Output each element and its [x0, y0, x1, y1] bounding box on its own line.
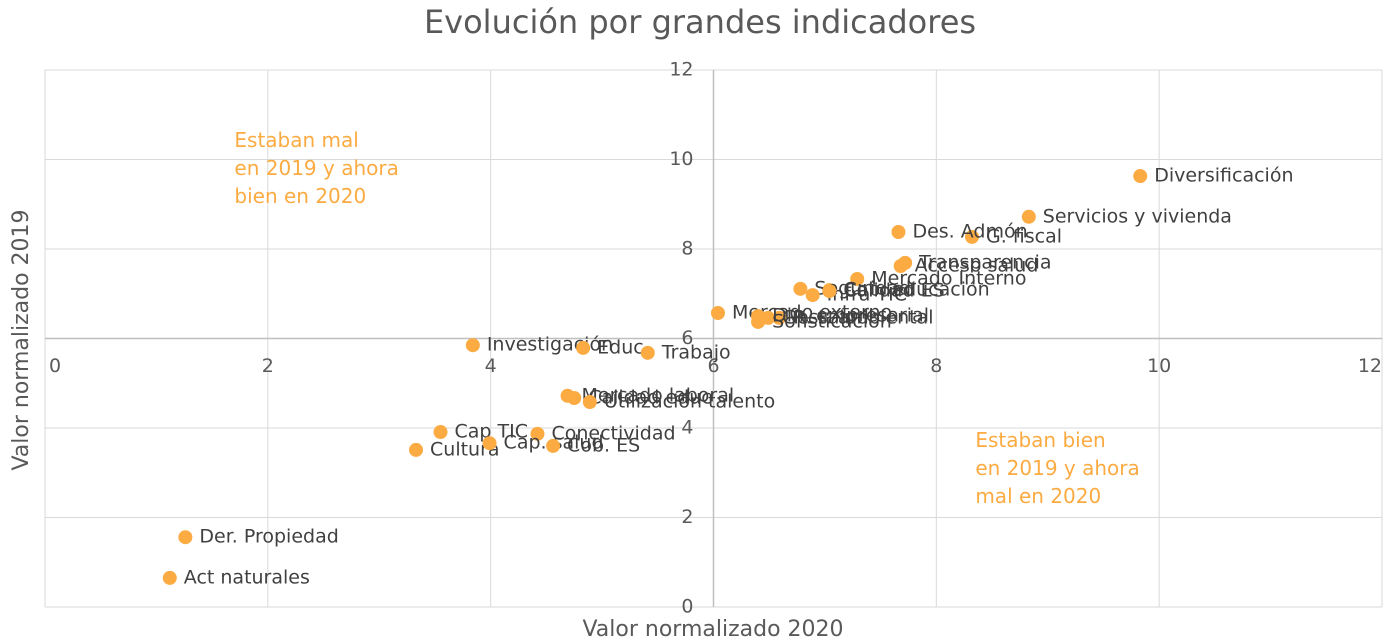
y-tick-label: 6: [681, 327, 693, 349]
point: [409, 442, 424, 457]
x-tick-label: 2: [262, 355, 274, 377]
point-label: Infra TIC: [827, 284, 907, 306]
point-label: Cob. educación: [843, 279, 989, 301]
y-tick-label: 0: [681, 596, 693, 618]
point-label: Din. empresarial: [772, 305, 929, 327]
point: [793, 281, 808, 296]
point: [710, 305, 725, 320]
point: [582, 395, 597, 410]
point: [772, 310, 787, 325]
point-label: Mercado Interno: [871, 267, 1026, 289]
point: [822, 284, 837, 299]
point-label: Seguridad: [814, 277, 911, 299]
point-label: Cob. ES: [567, 434, 640, 456]
annotation: bien en 2020: [234, 184, 366, 208]
point-label: Educ.: [597, 336, 650, 358]
x-tick-label: 4: [485, 355, 497, 377]
point-label: Gest. ambiental: [782, 306, 933, 328]
point-label: Transparencia: [918, 251, 1051, 273]
annotation: en 2019 y ahora: [975, 456, 1139, 480]
point-label: Des. Admón: [912, 220, 1027, 242]
y-tick-label: 10: [669, 148, 693, 170]
point: [893, 259, 908, 274]
point: [1133, 169, 1148, 184]
point: [465, 338, 480, 353]
x-tick-label: 12: [1358, 355, 1382, 377]
point-label: Diversificación: [1154, 165, 1293, 187]
x-axis-title: Valor normalizado 2020: [582, 617, 843, 640]
point: [751, 309, 766, 324]
y-tick-label: 8: [681, 238, 693, 260]
point-label: Investigación: [487, 334, 613, 356]
point-label: Mercado laboral: [582, 384, 735, 406]
point: [567, 391, 582, 406]
point: [891, 224, 906, 239]
annotation: mal en 2020: [975, 484, 1101, 508]
point: [850, 271, 865, 286]
point: [805, 288, 820, 303]
point-label: Der. Propiedad: [199, 526, 338, 548]
point: [964, 229, 979, 244]
y-tick-label: 4: [681, 417, 693, 439]
annotation: Estaban bien: [975, 428, 1105, 452]
point-label: R. salud: [793, 306, 869, 328]
point-label: Acceso salud: [915, 255, 1039, 277]
point-label: Act naturales: [184, 566, 310, 588]
point: [576, 340, 591, 355]
chart-title: Evolución por grandes indicadores: [424, 3, 976, 41]
point: [178, 530, 193, 545]
y-axis-title: Valor normalizado 2019: [9, 209, 34, 470]
x-tick-label: 0: [49, 355, 61, 377]
annotation: Estaban mal: [234, 128, 358, 152]
point: [482, 436, 497, 451]
point-label: Cultura: [430, 438, 500, 460]
point-label: Calidad educ: [588, 387, 712, 409]
point-label: Cap TIC: [455, 421, 529, 443]
y-tick-label: 2: [681, 506, 693, 528]
point: [1021, 209, 1036, 224]
point-label: Trabajo: [661, 341, 731, 363]
point-label: G. fiscal: [986, 225, 1062, 247]
x-tick-label: 10: [1147, 355, 1171, 377]
point: [546, 438, 561, 453]
point: [433, 425, 448, 440]
point: [162, 570, 177, 585]
point-label: Servicios y vivienda: [1043, 205, 1232, 227]
point-label: Calidad ES: [843, 280, 944, 302]
point-label: Sofisticación: [772, 310, 892, 332]
y-tick-label: 12: [669, 59, 693, 81]
point-label: Utilización talento: [604, 391, 775, 413]
x-tick-label: 8: [930, 355, 942, 377]
x-tick-label: 6: [707, 355, 719, 377]
point: [530, 426, 545, 441]
point-label: Conectividad: [551, 422, 675, 444]
point: [640, 345, 655, 360]
annotation: en 2019 y ahora: [234, 156, 398, 180]
